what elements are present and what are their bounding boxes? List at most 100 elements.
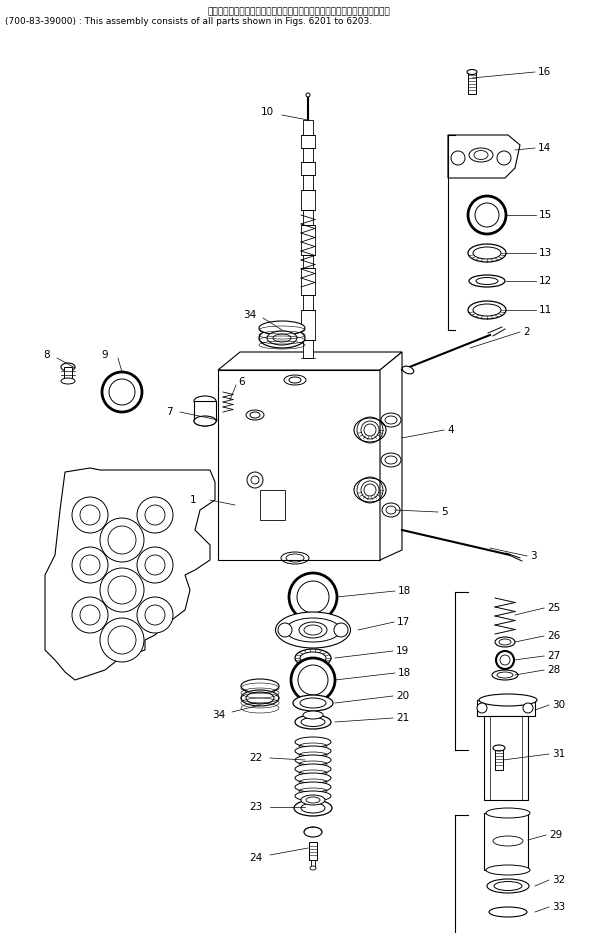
Text: (700-83-39000) : This assembly consists of all parts shown in Figs. 6201 to 6203: (700-83-39000) : This assembly consists … (5, 17, 372, 26)
Text: 20: 20 (396, 691, 409, 701)
Text: 29: 29 (549, 830, 562, 840)
Text: 8: 8 (44, 350, 50, 360)
Circle shape (72, 547, 108, 583)
Ellipse shape (487, 879, 529, 893)
Ellipse shape (61, 363, 75, 371)
Ellipse shape (489, 907, 527, 917)
Circle shape (137, 497, 173, 533)
Text: 23: 23 (250, 802, 263, 812)
Ellipse shape (246, 692, 274, 704)
Text: 22: 22 (250, 753, 263, 763)
Text: 1: 1 (190, 495, 196, 505)
Ellipse shape (382, 503, 400, 517)
Bar (309, 842, 317, 860)
Bar (194, 401, 216, 421)
Text: 5: 5 (441, 507, 448, 517)
Text: 32: 32 (552, 875, 565, 885)
Text: 26: 26 (547, 631, 560, 641)
Bar (301, 190, 315, 210)
Ellipse shape (285, 618, 340, 642)
Ellipse shape (468, 301, 506, 319)
Bar (303, 148, 313, 162)
Ellipse shape (295, 737, 331, 747)
Ellipse shape (293, 695, 333, 711)
Circle shape (298, 665, 328, 695)
Ellipse shape (486, 808, 530, 818)
Text: 19: 19 (396, 646, 409, 656)
Bar (303, 175, 313, 190)
Text: 15: 15 (539, 210, 552, 220)
Ellipse shape (467, 69, 477, 75)
Text: 28: 28 (547, 665, 560, 675)
Circle shape (278, 623, 292, 637)
Ellipse shape (479, 694, 537, 706)
Circle shape (72, 597, 108, 633)
Text: 6: 6 (238, 377, 245, 387)
Circle shape (297, 581, 329, 613)
Bar (301, 268, 315, 295)
Ellipse shape (294, 800, 332, 816)
Ellipse shape (310, 866, 316, 870)
Ellipse shape (194, 416, 216, 426)
Circle shape (289, 573, 337, 621)
Text: 25: 25 (547, 603, 560, 613)
Circle shape (496, 651, 514, 669)
Ellipse shape (493, 745, 505, 751)
Circle shape (451, 151, 465, 165)
Text: 11: 11 (539, 305, 552, 315)
Ellipse shape (303, 711, 323, 719)
Ellipse shape (295, 715, 331, 729)
Circle shape (334, 623, 348, 637)
Polygon shape (218, 370, 380, 560)
Ellipse shape (295, 782, 331, 792)
Ellipse shape (259, 321, 305, 335)
Circle shape (102, 372, 142, 412)
Bar (303, 340, 313, 358)
Polygon shape (260, 490, 285, 520)
Ellipse shape (276, 612, 350, 648)
Bar (495, 748, 503, 770)
Circle shape (475, 203, 499, 227)
Text: 18: 18 (398, 586, 411, 596)
Polygon shape (477, 700, 535, 716)
Bar (303, 120, 313, 135)
Ellipse shape (241, 690, 279, 706)
Circle shape (137, 597, 173, 633)
Text: 13: 13 (539, 248, 552, 258)
Ellipse shape (469, 275, 505, 287)
Ellipse shape (295, 746, 331, 756)
Text: 24: 24 (250, 853, 263, 863)
Ellipse shape (402, 366, 414, 374)
Ellipse shape (301, 795, 325, 805)
Ellipse shape (194, 416, 216, 426)
Polygon shape (45, 468, 215, 680)
Ellipse shape (241, 679, 279, 693)
Circle shape (100, 568, 144, 612)
Text: 34: 34 (243, 310, 256, 320)
Text: 14: 14 (538, 143, 551, 153)
Text: 12: 12 (539, 276, 552, 286)
Ellipse shape (468, 244, 506, 262)
Circle shape (497, 151, 511, 165)
Text: 31: 31 (552, 749, 565, 759)
Text: 4: 4 (447, 425, 454, 435)
Bar (303, 255, 313, 268)
Polygon shape (218, 352, 402, 370)
Circle shape (137, 547, 173, 583)
Ellipse shape (306, 93, 310, 97)
Circle shape (72, 497, 108, 533)
Text: 16: 16 (538, 67, 551, 77)
Ellipse shape (295, 773, 331, 783)
Text: 9: 9 (102, 350, 108, 360)
Text: 10: 10 (261, 107, 274, 117)
Bar (301, 135, 315, 148)
Text: 3: 3 (530, 551, 536, 561)
Ellipse shape (295, 649, 331, 667)
Ellipse shape (469, 148, 493, 162)
Text: 34: 34 (212, 710, 225, 720)
Text: 17: 17 (397, 617, 410, 627)
Circle shape (468, 196, 506, 234)
Circle shape (477, 703, 487, 713)
Polygon shape (448, 135, 520, 178)
Polygon shape (484, 813, 528, 870)
